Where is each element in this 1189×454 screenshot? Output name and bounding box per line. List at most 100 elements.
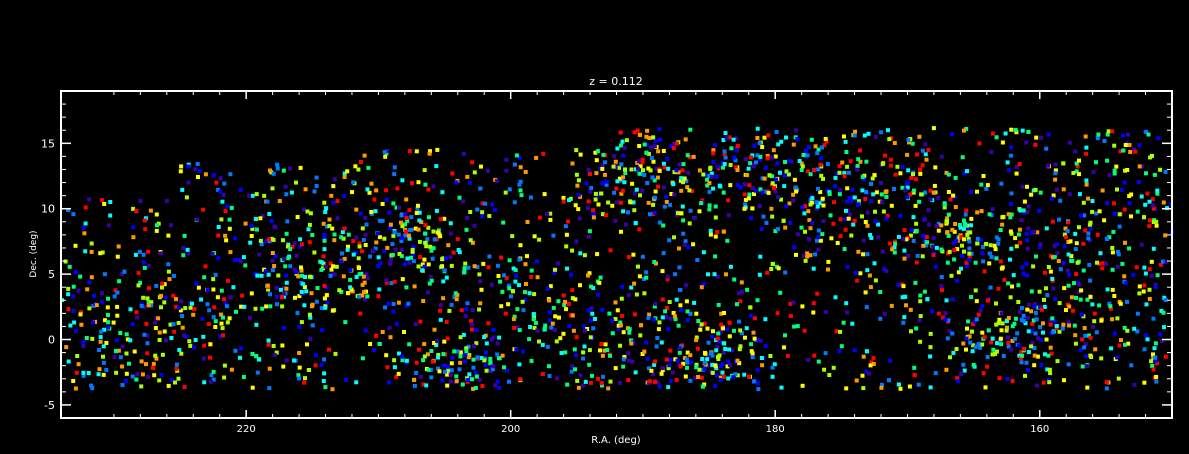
galaxy-point xyxy=(1088,294,1093,299)
galaxy-point xyxy=(727,135,732,140)
galaxy-point xyxy=(461,199,466,204)
galaxy-point xyxy=(1142,347,1147,352)
galaxy-point xyxy=(632,191,637,196)
galaxy-point xyxy=(1044,337,1049,342)
galaxy-point xyxy=(467,372,472,377)
galaxy-point xyxy=(494,179,499,184)
galaxy-point xyxy=(1046,132,1051,137)
galaxy-point xyxy=(233,236,238,241)
galaxy-point xyxy=(823,310,828,314)
galaxy-point xyxy=(525,220,530,224)
galaxy-point xyxy=(734,136,739,141)
galaxy-point xyxy=(750,206,755,211)
galaxy-point xyxy=(1115,355,1120,360)
galaxy-point xyxy=(116,348,121,353)
galaxy-point xyxy=(833,175,838,180)
galaxy-point xyxy=(432,327,437,332)
galaxy-point xyxy=(1005,160,1010,165)
galaxy-point xyxy=(192,307,197,311)
galaxy-point xyxy=(1066,362,1071,367)
galaxy-point xyxy=(1085,297,1090,302)
galaxy-point xyxy=(956,270,961,275)
galaxy-point xyxy=(380,330,385,334)
galaxy-point xyxy=(310,233,315,237)
galaxy-point xyxy=(904,303,908,308)
galaxy-point xyxy=(966,226,970,231)
galaxy-point xyxy=(166,233,171,238)
galaxy-point xyxy=(144,321,149,326)
galaxy-point xyxy=(470,240,475,245)
galaxy-point xyxy=(702,382,707,387)
galaxy-point xyxy=(941,315,946,320)
galaxy-point xyxy=(449,361,454,366)
galaxy-point xyxy=(1079,213,1083,218)
galaxy-point xyxy=(441,296,446,301)
galaxy-point xyxy=(582,253,587,258)
galaxy-point xyxy=(396,232,401,237)
galaxy-point xyxy=(725,238,730,243)
galaxy-point xyxy=(965,264,970,269)
galaxy-point xyxy=(534,155,539,160)
galaxy-point xyxy=(219,321,224,326)
galaxy-point xyxy=(459,308,464,313)
galaxy-point xyxy=(563,350,568,355)
galaxy-point xyxy=(140,372,145,377)
galaxy-point xyxy=(939,284,944,289)
galaxy-point xyxy=(482,335,487,339)
galaxy-point xyxy=(1077,225,1081,230)
galaxy-point xyxy=(765,270,770,275)
galaxy-point xyxy=(678,288,683,292)
galaxy-point xyxy=(981,174,986,178)
galaxy-point xyxy=(1133,149,1138,154)
galaxy-point xyxy=(82,231,87,236)
galaxy-point xyxy=(816,167,821,172)
galaxy-point xyxy=(760,363,765,368)
galaxy-point xyxy=(249,291,254,296)
galaxy-point xyxy=(399,254,404,259)
galaxy-point xyxy=(912,373,917,378)
galaxy-point xyxy=(953,175,958,180)
galaxy-point xyxy=(297,365,302,370)
galaxy-point xyxy=(429,248,434,253)
galaxy-point xyxy=(1104,380,1109,384)
galaxy-point xyxy=(1081,268,1086,273)
galaxy-point xyxy=(805,254,810,259)
galaxy-point xyxy=(692,216,697,221)
galaxy-point xyxy=(608,379,613,384)
galaxy-point xyxy=(1066,220,1071,225)
galaxy-point xyxy=(728,183,733,188)
galaxy-point xyxy=(305,342,309,347)
galaxy-point xyxy=(211,173,216,178)
galaxy-point xyxy=(537,215,542,220)
galaxy-point xyxy=(96,372,101,377)
galaxy-point xyxy=(388,225,392,230)
galaxy-point xyxy=(642,142,647,147)
galaxy-point xyxy=(1057,301,1062,306)
galaxy-point xyxy=(403,233,408,238)
galaxy-point xyxy=(259,242,264,247)
galaxy-point xyxy=(1107,235,1112,240)
galaxy-point xyxy=(411,259,416,264)
galaxy-point xyxy=(589,284,593,289)
galaxy-point xyxy=(1061,161,1066,166)
galaxy-point xyxy=(81,344,86,348)
galaxy-point xyxy=(661,149,666,153)
galaxy-point xyxy=(821,203,826,208)
galaxy-point xyxy=(378,261,383,266)
galaxy-point xyxy=(512,314,517,319)
galaxy-point xyxy=(824,139,829,144)
galaxy-point xyxy=(922,218,927,222)
galaxy-point xyxy=(288,247,293,252)
galaxy-point xyxy=(1029,328,1034,333)
galaxy-point xyxy=(211,369,216,374)
galaxy-point xyxy=(707,173,712,178)
galaxy-point xyxy=(1025,316,1030,321)
galaxy-point xyxy=(990,207,995,212)
galaxy-point xyxy=(269,236,274,241)
galaxy-point xyxy=(115,290,120,295)
galaxy-point xyxy=(314,353,319,358)
galaxy-point xyxy=(421,382,426,387)
galaxy-point xyxy=(707,189,712,194)
galaxy-point xyxy=(595,149,600,154)
galaxy-point xyxy=(361,237,366,242)
